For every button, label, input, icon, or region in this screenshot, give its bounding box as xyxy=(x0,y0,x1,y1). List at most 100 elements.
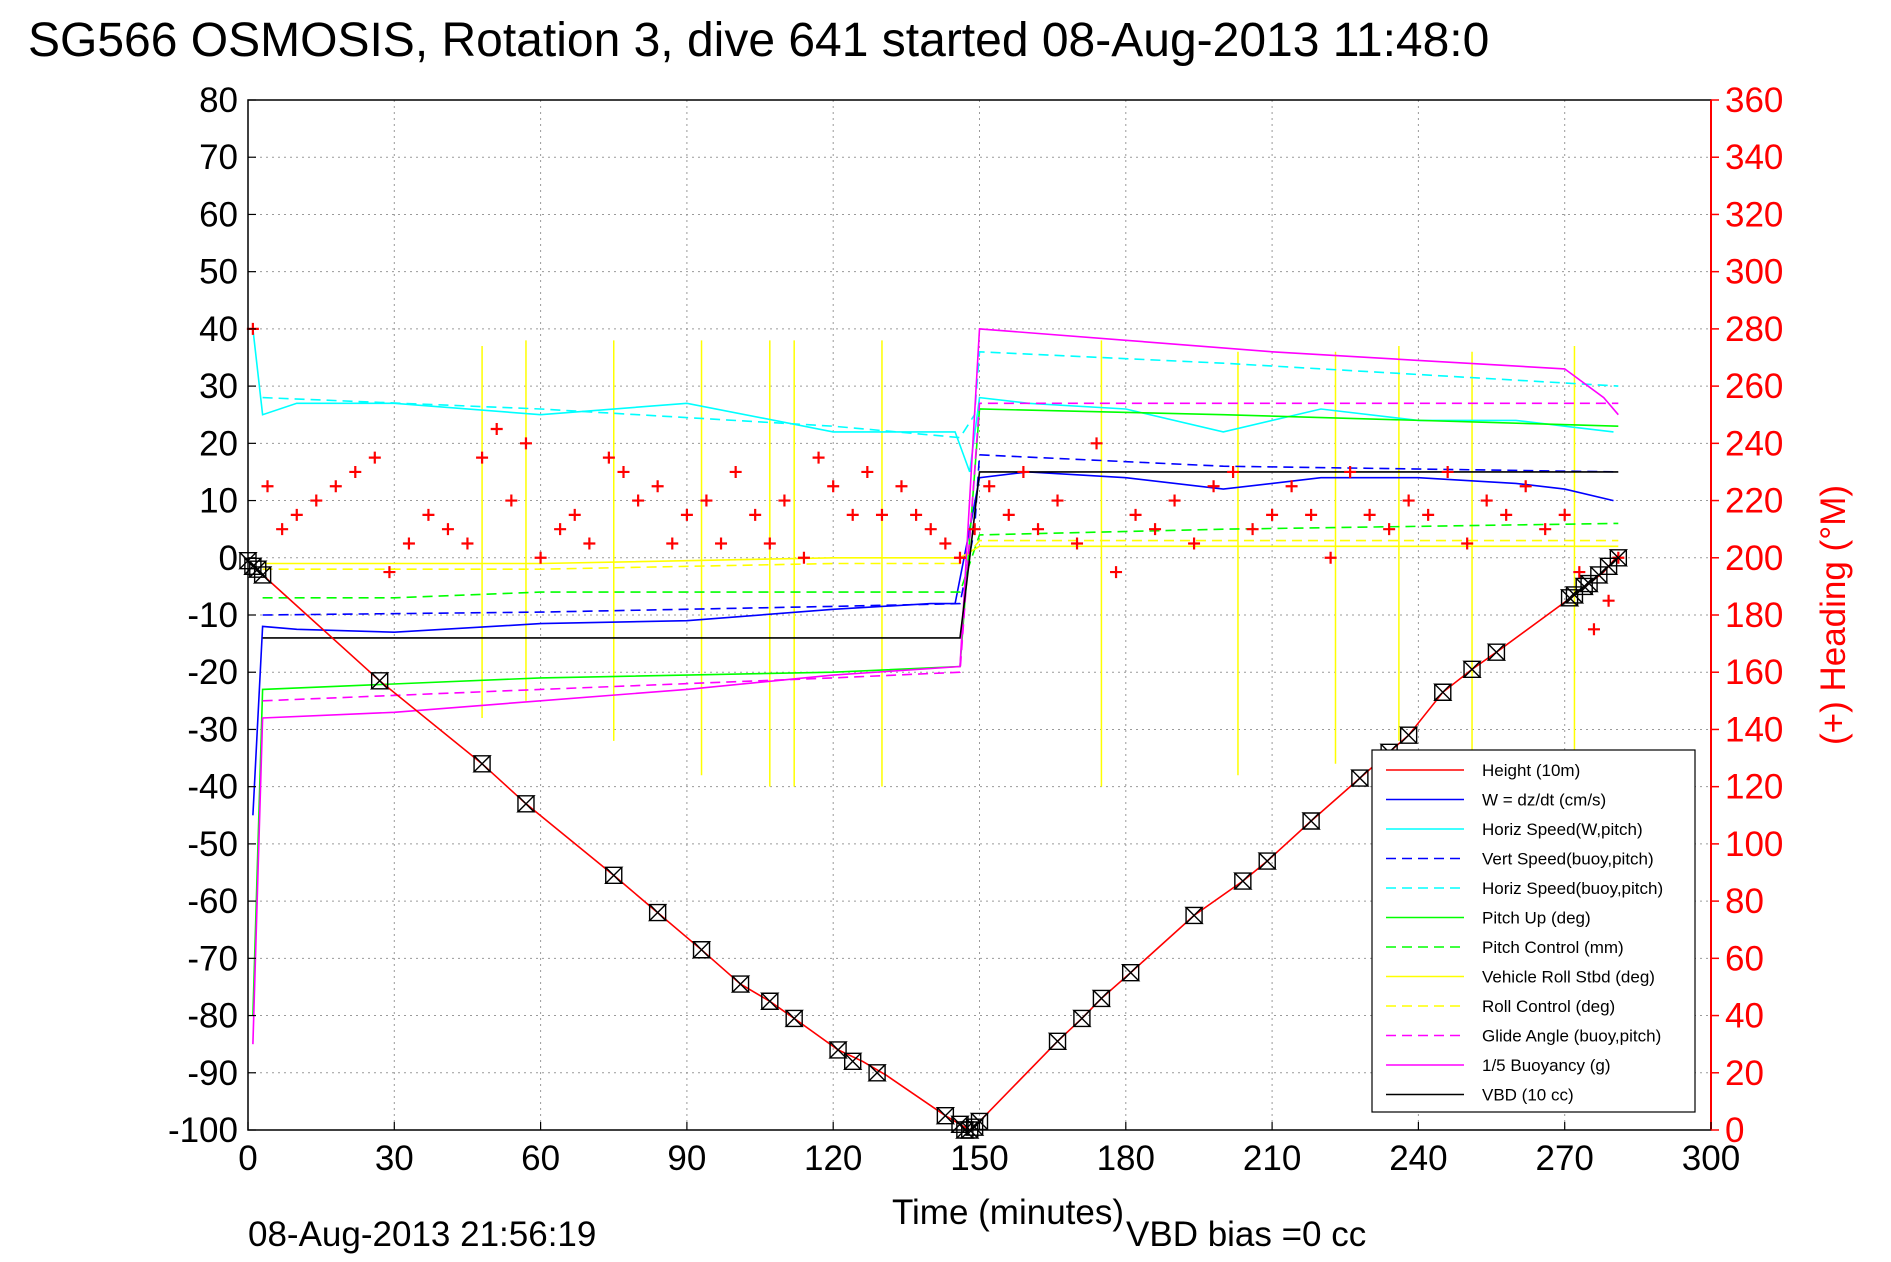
y-tick-label: 60 xyxy=(199,195,238,234)
x-tick-label: 210 xyxy=(1243,1139,1301,1178)
vbd-marker xyxy=(472,755,492,773)
heading-point xyxy=(1071,537,1084,550)
x-tick-label: 180 xyxy=(1097,1139,1155,1178)
heading-point xyxy=(651,480,664,493)
heading-point xyxy=(910,508,923,521)
heading-point xyxy=(1422,508,1435,521)
series-line xyxy=(252,328,1619,1045)
vbd-marker xyxy=(828,1041,848,1059)
series-line xyxy=(252,408,1619,1016)
heading-point xyxy=(875,508,888,521)
vbd-marker xyxy=(1433,683,1453,701)
y-right-tick-label: 260 xyxy=(1725,367,1783,406)
series-line xyxy=(262,539,1619,571)
x-axis-ticks: 0 30 60 90 120 150 180 210 240 270 300 xyxy=(238,1122,1740,1178)
series-line xyxy=(262,471,1619,639)
y-right-tick-label: 120 xyxy=(1725,768,1783,807)
series-line xyxy=(252,328,1614,473)
vbd-marker xyxy=(784,1009,804,1028)
y-right-tick-label: 360 xyxy=(1725,81,1783,120)
footer-date: 08-Aug-2013 21:56:19 xyxy=(248,1215,596,1254)
x-tick-label: 150 xyxy=(950,1139,1008,1178)
vbd-marker xyxy=(1608,549,1629,567)
heading-point xyxy=(1305,508,1318,521)
y-tick-label: 40 xyxy=(199,310,238,349)
y-tick-label: -20 xyxy=(187,653,238,692)
heading-point xyxy=(383,566,396,579)
vbd-marker xyxy=(369,672,390,690)
heading-point xyxy=(1558,508,1571,521)
legend-entry: Horiz Speed(buoy,pitch) xyxy=(1482,879,1663,898)
heading-point xyxy=(261,480,274,493)
y-tick-label: -10 xyxy=(187,596,238,635)
series-layer xyxy=(247,328,1619,1131)
y-tick-label: 80 xyxy=(199,81,238,120)
heading-point xyxy=(895,480,908,493)
heading-point xyxy=(1090,437,1103,450)
heading-point xyxy=(763,537,776,550)
y-right-tick-label: 40 xyxy=(1725,997,1764,1036)
y-right-tick-label: 280 xyxy=(1725,310,1783,349)
heading-point xyxy=(490,423,503,436)
vbd-marker xyxy=(1184,906,1204,925)
vbd-marker xyxy=(252,566,273,584)
y-axis-right-label: (+) Heading (°M) xyxy=(1814,485,1853,745)
heading-point xyxy=(1573,566,1586,579)
heading-point xyxy=(939,537,952,550)
y-right-tick-label: 320 xyxy=(1725,195,1783,234)
y-tick-label: -80 xyxy=(187,997,238,1036)
heading-point xyxy=(778,494,791,507)
y-right-tick-label: 180 xyxy=(1725,596,1783,635)
heading-point xyxy=(568,508,581,521)
vbd-marker xyxy=(730,975,751,993)
heading-point xyxy=(1017,465,1030,478)
y-tick-label: 50 xyxy=(199,253,238,292)
vbd-marker xyxy=(1462,660,1482,679)
y-right-tick-label: 140 xyxy=(1725,710,1783,749)
vbd-marker xyxy=(1120,963,1141,982)
y-tick-label: -70 xyxy=(187,939,238,978)
series-line xyxy=(262,522,1619,599)
y-right-tick-label: 60 xyxy=(1725,939,1764,978)
series-line xyxy=(262,453,1619,616)
y-tick-label: -60 xyxy=(187,882,238,921)
heading-point xyxy=(461,537,474,550)
y-right-tick-label: 0 xyxy=(1725,1111,1744,1150)
chart-title: SG566 OSMOSIS, Rotation 3, dive 641 star… xyxy=(28,14,1489,67)
heading-point xyxy=(1129,508,1142,521)
heading-point xyxy=(1519,480,1532,493)
y-right-tick-label: 240 xyxy=(1725,424,1783,463)
y-tick-label: -100 xyxy=(168,1111,238,1150)
series-line xyxy=(262,402,1619,702)
heading-point xyxy=(827,480,840,493)
heading-point xyxy=(797,551,810,564)
heading-point xyxy=(368,451,381,464)
legend-entry: Pitch Up (deg) xyxy=(1482,909,1591,928)
heading-point xyxy=(276,523,289,536)
x-axis-label: Time (minutes) xyxy=(892,1193,1124,1232)
vbd-marker xyxy=(691,941,712,959)
heading-point xyxy=(1344,465,1357,478)
legend-entry: Horiz Speed(W,pitch) xyxy=(1482,820,1643,839)
heading-point xyxy=(1032,523,1045,536)
y-axis-right-ticks: 3603403203002802602402202001801601401201… xyxy=(1711,81,1783,1150)
heading-point xyxy=(983,480,996,493)
y-right-tick-label: 100 xyxy=(1725,825,1783,864)
heading-point xyxy=(554,523,567,536)
legend-entry: 1/5 Buoyancy (g) xyxy=(1482,1056,1611,1075)
heading-point xyxy=(1227,465,1240,478)
y-tick-label: 0 xyxy=(219,539,238,578)
vbd-marker xyxy=(843,1052,863,1071)
heading-point xyxy=(1324,551,1337,564)
heading-point xyxy=(1266,508,1279,521)
series-line xyxy=(262,350,1619,439)
x-tick-label: 300 xyxy=(1682,1139,1740,1178)
heading-point xyxy=(749,508,762,521)
heading-point xyxy=(402,537,415,550)
heading-point xyxy=(1441,465,1454,478)
heading-point xyxy=(290,508,303,521)
y-right-tick-label: 300 xyxy=(1725,253,1783,292)
y-tick-label: -90 xyxy=(187,1054,238,1093)
y-right-tick-label: 200 xyxy=(1725,539,1783,578)
heading-point xyxy=(534,551,547,564)
